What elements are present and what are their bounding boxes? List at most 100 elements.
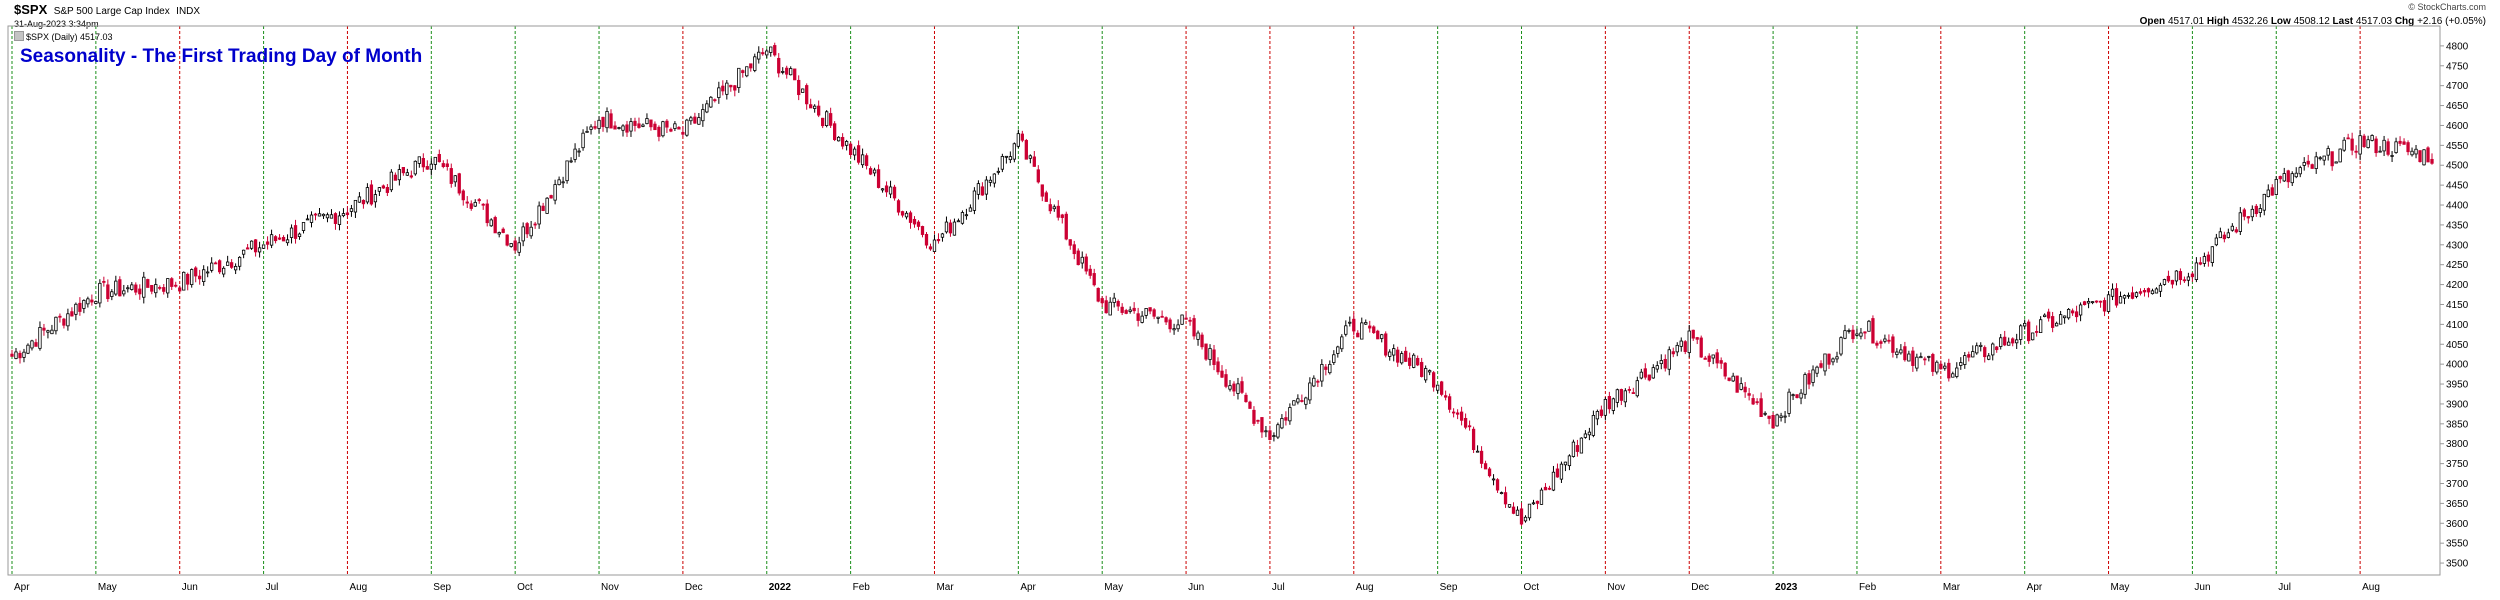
candle <box>904 211 909 220</box>
candle <box>1320 359 1324 387</box>
x-tick-label: Aug <box>1356 582 1374 593</box>
candle <box>1851 325 1855 343</box>
candle-body <box>417 156 421 164</box>
candle-body <box>178 287 182 292</box>
candle <box>908 210 913 229</box>
candle <box>2350 132 2354 156</box>
candle-body <box>1116 301 1120 307</box>
candlesticks <box>10 42 2434 526</box>
candle <box>1803 372 1807 399</box>
candle-body <box>301 222 306 231</box>
y-tick-label: 3750 <box>2446 459 2469 470</box>
candle <box>1040 184 1044 202</box>
candle <box>1312 375 1316 388</box>
candle-body <box>2086 301 2091 304</box>
candle <box>2250 205 2254 222</box>
candle-body <box>2298 167 2302 175</box>
candle <box>1735 375 1739 393</box>
candle-body <box>1084 256 1088 272</box>
candle-body <box>872 169 877 174</box>
y-tick-label: 3900 <box>2446 399 2469 410</box>
candle-body <box>1943 365 1947 369</box>
candle <box>1384 331 1388 358</box>
candle-body <box>1867 320 1871 332</box>
candle <box>2330 151 2334 171</box>
candle-body <box>1244 394 1248 403</box>
x-tick-label: Jun <box>2194 582 2210 593</box>
y-tick-label: 4500 <box>2446 161 2469 172</box>
candle <box>249 240 254 250</box>
candle-body <box>329 214 334 219</box>
candle <box>1535 500 1540 510</box>
candle-body <box>18 352 22 359</box>
candle-body <box>317 213 322 217</box>
x-tick-label: May <box>2111 582 2130 593</box>
candle <box>1927 355 1931 362</box>
candle <box>565 160 569 184</box>
candle <box>1300 394 1304 403</box>
candle-body <box>844 141 849 146</box>
candle <box>1951 371 1955 378</box>
candle <box>669 127 673 133</box>
candle-body <box>677 126 681 130</box>
candle-body <box>2035 331 2039 333</box>
candle <box>1831 357 1835 366</box>
candle <box>1152 308 1156 320</box>
y-tick-label: 4600 <box>2446 121 2469 132</box>
candle <box>1436 384 1440 394</box>
candle <box>2214 233 2219 247</box>
candle <box>1559 461 1564 483</box>
x-tick-label: Apr <box>14 582 30 593</box>
candle <box>1459 406 1464 426</box>
candle-body <box>912 218 917 225</box>
candle-body <box>1436 384 1440 391</box>
candle <box>397 164 402 186</box>
candle <box>146 278 150 288</box>
candle-body <box>2358 135 2362 155</box>
candle-body <box>944 221 949 233</box>
candle-body <box>1747 393 1751 396</box>
candle <box>1344 320 1348 337</box>
candle <box>1915 353 1919 372</box>
candle <box>2282 167 2286 183</box>
candle-body <box>1432 372 1436 388</box>
candle-body <box>1240 381 1244 393</box>
candle-body <box>585 130 589 133</box>
candle <box>2290 171 2294 186</box>
x-axis: Apr May Jun Jul Aug Sep Oct Nov Dec 2022 Feb Mar Apr… <box>14 582 2380 593</box>
candle <box>2043 313 2047 318</box>
candle <box>872 167 877 177</box>
candle <box>2082 300 2087 306</box>
candle-body <box>1571 441 1576 457</box>
candle-body <box>1903 346 1907 361</box>
candle-body <box>2206 254 2211 262</box>
candle-body <box>2094 300 2099 303</box>
candle-body <box>1276 424 1280 438</box>
candle-body <box>1356 332 1360 338</box>
candle-body <box>401 167 405 174</box>
candle <box>401 166 405 176</box>
candle <box>1112 292 1116 308</box>
candle <box>457 172 461 196</box>
candle-body <box>1519 508 1524 525</box>
candle <box>289 224 294 244</box>
symbol: $SPX <box>14 2 48 17</box>
candle-body <box>1683 341 1687 352</box>
candle <box>489 218 493 227</box>
candle <box>493 215 497 234</box>
candle-body <box>1108 301 1112 316</box>
candle <box>1907 350 1911 362</box>
candle-body <box>2142 289 2147 293</box>
candle-body <box>705 103 709 113</box>
candle-body <box>1324 366 1328 370</box>
candle <box>1519 502 1524 526</box>
candle-body <box>2126 294 2131 297</box>
candle <box>1192 314 1196 340</box>
candle <box>1316 379 1320 388</box>
candle-body <box>829 113 833 126</box>
candle-body <box>884 185 889 193</box>
candle-body <box>1883 338 1887 342</box>
candle-body <box>964 214 969 217</box>
candle <box>329 209 334 219</box>
candle-body <box>98 282 102 304</box>
